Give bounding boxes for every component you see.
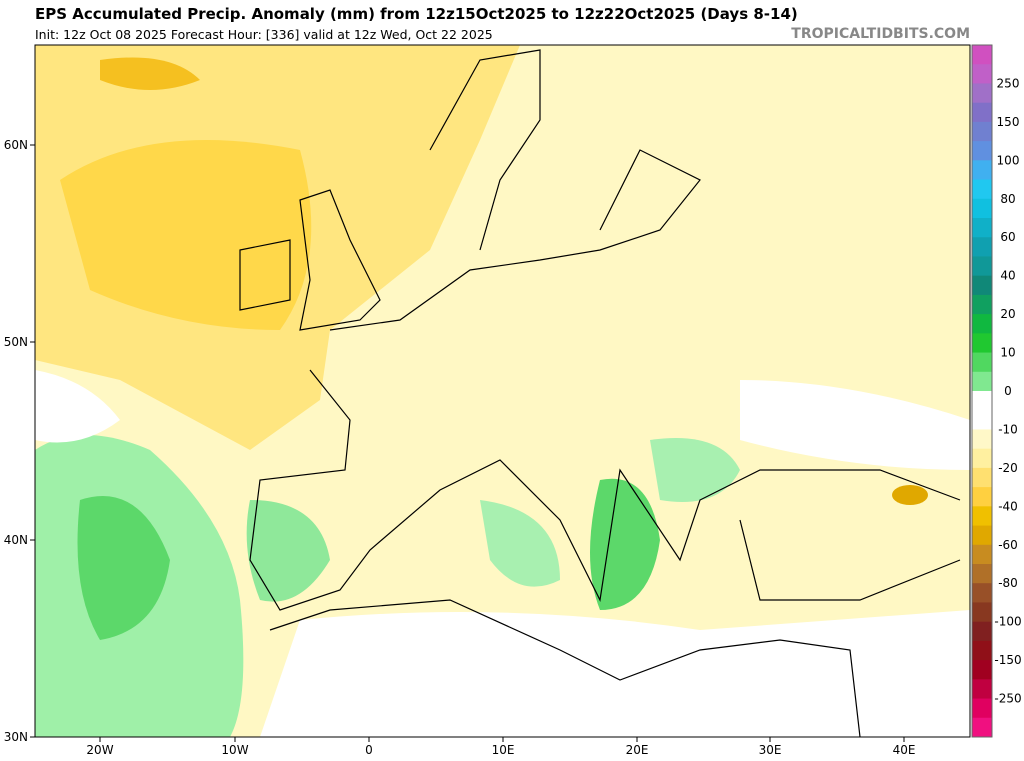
colorbar-label: -250 (994, 692, 1021, 706)
colorbar-band (972, 275, 992, 296)
anomaly-wet (480, 500, 560, 587)
coastline (269, 599, 861, 738)
lon-label: 0 (365, 743, 373, 757)
colorbar-band (972, 564, 992, 584)
colorbar-label: -150 (994, 653, 1021, 667)
site-credit: TROPICALTIDBITS.COM (791, 26, 970, 42)
colorbar-band (972, 602, 992, 623)
colorbar-frame (971, 44, 993, 738)
colorbar-label: 100 (997, 153, 1020, 167)
colorbar-band (972, 717, 992, 738)
colorbar-band (972, 583, 992, 603)
subtitle: Init: 12z Oct 08 2025 Forecast Hour: [33… (35, 27, 493, 42)
colorbar-band (972, 410, 992, 430)
lon-label: 40E (893, 743, 916, 757)
colorbar-band (972, 352, 992, 373)
colorbar-band (972, 371, 992, 392)
colorbar-band (972, 544, 992, 565)
colorbar-label: -80 (998, 576, 1018, 590)
colorbar-band (972, 179, 992, 200)
lat-label: 60N (4, 138, 28, 152)
colorbar-band (972, 698, 992, 719)
colorbar-band (972, 525, 992, 546)
colorbar-band (972, 256, 992, 277)
colorbar-label: 150 (997, 115, 1020, 129)
colorbar-label: 0 (1004, 384, 1012, 398)
lat-label: 30N (4, 730, 28, 744)
colorbar-label: -10 (998, 422, 1018, 436)
colorbar-band (972, 679, 992, 700)
anomaly-wet (77, 496, 170, 640)
colorbar-band (972, 467, 992, 488)
lat-label: 50N (4, 335, 28, 349)
colorbar-label: 60 (1000, 230, 1015, 244)
lat-label: 40N (4, 533, 28, 547)
lon-label: 30E (759, 743, 782, 757)
colorbar-label: -100 (994, 615, 1021, 629)
lon-label: 10E (492, 743, 515, 757)
colorbar-band (972, 391, 992, 411)
colorbar-label: -60 (998, 538, 1018, 552)
colorbar-band (972, 429, 992, 450)
coastline (429, 49, 541, 251)
anomaly-dry (100, 57, 200, 90)
coastline (249, 369, 961, 611)
coastline (739, 519, 961, 601)
colorbar-band (972, 198, 992, 219)
colorbar-band (972, 660, 992, 680)
coastline (239, 239, 291, 311)
colorbar-label: 250 (997, 76, 1020, 90)
title: EPS Accumulated Precip. Anomaly (mm) fro… (35, 5, 798, 23)
anomaly-neutral (35, 370, 120, 443)
colorbar-label: -40 (998, 499, 1018, 513)
colorbar-band (972, 160, 992, 181)
colorbar-band (972, 640, 992, 661)
colorbar-band (972, 64, 992, 84)
colorbar-band (972, 141, 992, 161)
anomaly-wet (650, 438, 740, 502)
anomaly-dry (60, 140, 312, 330)
lon-label: 20E (626, 743, 649, 757)
anomaly-wet (246, 500, 330, 602)
colorbar-band (972, 237, 992, 257)
colorbar-band (972, 218, 992, 238)
colorbar-band (972, 83, 992, 104)
colorbar-band (972, 621, 992, 642)
colorbar-band (972, 448, 992, 469)
colorbar-label: 80 (1000, 192, 1015, 206)
anomaly-wet (590, 478, 660, 610)
anomaly-dry (892, 485, 928, 505)
colorbar-band (972, 487, 992, 507)
anomaly-neutral (260, 610, 970, 737)
lon-label: 10W (221, 743, 248, 757)
colorbar-label: 10 (1000, 346, 1015, 360)
coastline (329, 149, 701, 331)
colorbar-label: -20 (998, 461, 1018, 475)
colorbar-label: 20 (1000, 307, 1015, 321)
colorbar-band (972, 294, 992, 315)
colorbar-band (972, 102, 992, 123)
lon-label: 20W (86, 743, 113, 757)
colorbar-label: 40 (1000, 269, 1015, 283)
colorbar-band (972, 121, 992, 142)
colorbar-band (972, 333, 992, 354)
coastline (299, 189, 381, 331)
colorbar-band (972, 314, 992, 334)
anomaly-neutral (740, 380, 970, 470)
colorbar-band (972, 506, 992, 527)
colorbar-band (972, 45, 992, 65)
map (34, 44, 971, 738)
